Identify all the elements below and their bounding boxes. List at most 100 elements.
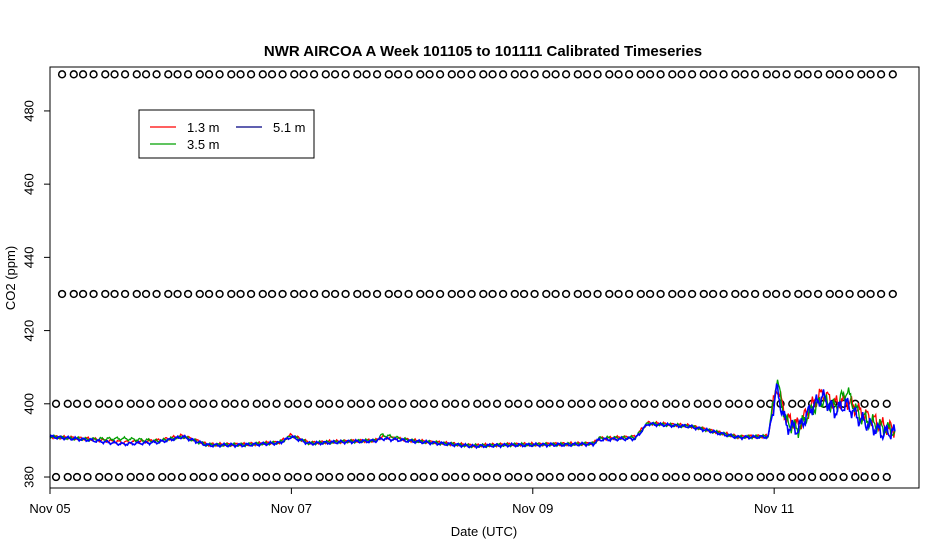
legend-label: 1.3 m xyxy=(187,120,220,135)
reference-point xyxy=(819,472,828,482)
reference-point xyxy=(236,70,245,79)
reference-point xyxy=(321,289,330,299)
reference-point xyxy=(198,472,208,482)
reference-point xyxy=(101,289,110,299)
reference-point xyxy=(618,472,628,482)
reference-point xyxy=(183,70,193,79)
y-tick-label: 420 xyxy=(21,320,36,342)
reference-point xyxy=(888,70,897,79)
reference-point xyxy=(656,289,665,299)
legend-label: 5.1 m xyxy=(273,120,306,135)
reference-point xyxy=(447,289,456,299)
reference-point xyxy=(731,289,740,299)
reference-point xyxy=(366,399,376,408)
reference-point xyxy=(410,472,419,482)
reference-point xyxy=(536,399,545,408)
reference-point xyxy=(104,399,113,408)
reference-point xyxy=(195,289,204,299)
reference-point xyxy=(110,289,119,299)
reference-point xyxy=(576,472,586,482)
reference-point xyxy=(227,70,236,79)
reference-point xyxy=(372,289,382,299)
reference-point xyxy=(839,472,848,482)
reference-point xyxy=(719,289,728,299)
reference-row xyxy=(57,70,897,79)
reference-point xyxy=(204,70,214,79)
reference-point xyxy=(803,70,812,79)
reference-point xyxy=(771,70,781,79)
reference-point xyxy=(435,70,445,79)
reference-point xyxy=(762,70,771,79)
reference-point xyxy=(797,399,806,408)
y-tick-label: 400 xyxy=(21,393,36,415)
reference-point xyxy=(866,289,875,299)
reference-point xyxy=(614,70,623,79)
reference-point xyxy=(441,399,450,408)
reference-point xyxy=(398,472,407,482)
reference-point xyxy=(267,70,277,79)
reference-point xyxy=(315,399,324,408)
reference-point xyxy=(189,472,198,482)
reference-point xyxy=(321,70,330,79)
reference-point xyxy=(636,70,645,79)
reference-point xyxy=(555,472,565,482)
reference-point xyxy=(198,399,208,408)
reference-point xyxy=(708,70,718,79)
reference-point xyxy=(404,70,413,79)
reference-point xyxy=(794,70,803,79)
reference-point xyxy=(725,399,734,408)
reference-point xyxy=(624,70,634,79)
reference-point xyxy=(435,289,445,299)
reference-point xyxy=(209,472,218,482)
reference-point xyxy=(687,289,697,299)
reference-point xyxy=(398,399,407,408)
reference-point xyxy=(303,472,313,482)
reference-point xyxy=(236,289,245,299)
reference-point xyxy=(315,472,324,482)
reference-point xyxy=(89,289,98,299)
reference-point xyxy=(95,472,104,482)
reference-point xyxy=(353,70,362,79)
reference-point xyxy=(177,399,187,408)
reference-point xyxy=(69,289,78,299)
reference-point xyxy=(120,289,130,299)
reference-point xyxy=(567,399,576,408)
reference-point xyxy=(488,70,497,79)
reference-point xyxy=(393,70,403,79)
reference-point xyxy=(384,70,393,79)
reference-point xyxy=(636,289,645,299)
reference-point xyxy=(662,399,671,408)
reference-point xyxy=(756,472,765,482)
reference-point xyxy=(152,70,161,79)
reference-point xyxy=(825,289,834,299)
reference-point xyxy=(587,472,596,482)
reference-point xyxy=(882,399,891,408)
reference-point xyxy=(95,399,104,408)
y-tick-label: 480 xyxy=(21,100,36,122)
reference-point xyxy=(378,472,387,482)
reference-point xyxy=(467,289,476,299)
reference-point xyxy=(719,70,728,79)
y-tick-label: 440 xyxy=(21,247,36,269)
reference-point xyxy=(498,70,508,79)
x-tick-label: Nov 09 xyxy=(512,501,553,516)
reference-point xyxy=(608,472,617,482)
legend: 1.3 m 5.1 m 3.5 m xyxy=(138,109,315,159)
reference-point xyxy=(545,399,554,408)
reference-point xyxy=(782,289,791,299)
reference-point xyxy=(866,70,875,79)
reference-point xyxy=(227,289,236,299)
reference-point xyxy=(120,70,130,79)
reference-point xyxy=(845,289,854,299)
reference-point xyxy=(740,289,749,299)
reference-point xyxy=(573,70,582,79)
reference-point xyxy=(404,289,413,299)
reference-point xyxy=(498,289,508,299)
plot-frame xyxy=(49,66,920,489)
reference-point xyxy=(416,289,425,299)
reference-point xyxy=(510,70,519,79)
reference-point xyxy=(794,289,803,299)
reference-point xyxy=(167,399,176,408)
reference-point xyxy=(492,472,502,482)
